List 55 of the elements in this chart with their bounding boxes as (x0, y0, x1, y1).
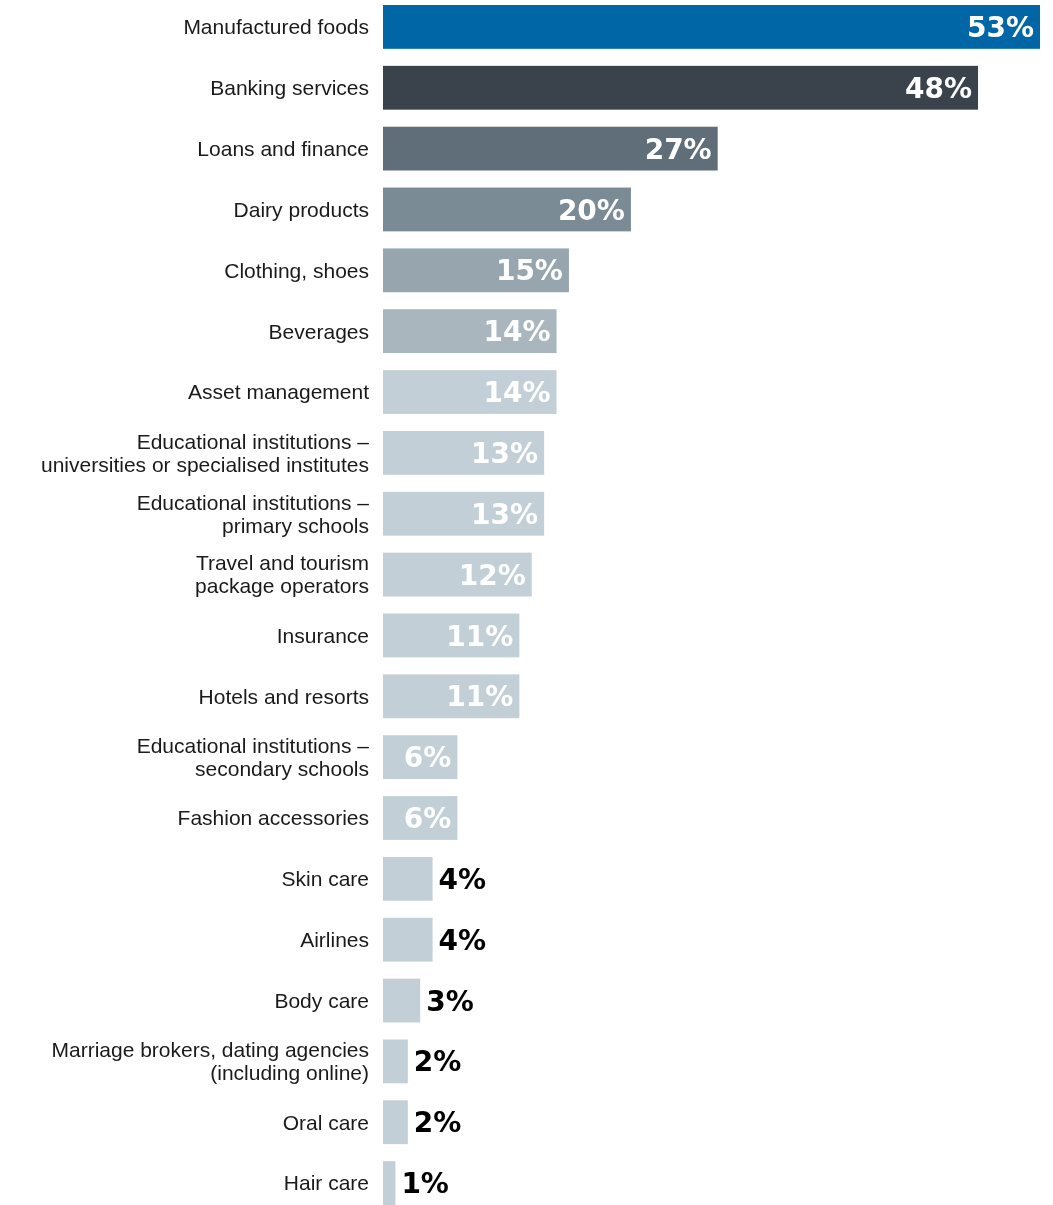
data-label: 48% (904, 71, 973, 105)
data-label: 14% (483, 315, 551, 349)
data-label: 12% (458, 558, 526, 592)
y-tick-label: Clothing, shoes (224, 258, 369, 282)
data-label: 11% (446, 619, 514, 653)
y-tick-label: Marriage brokers, dating agencies (including online) (51, 1038, 369, 1085)
bar (383, 1100, 408, 1145)
y-tick-label: Dairy products (233, 197, 369, 221)
bar (383, 917, 433, 962)
bar (383, 370, 557, 414)
y-tick-label: Hotels and resorts (198, 684, 369, 708)
y-tick-label: Educational institutions – secondary schools (136, 733, 370, 780)
data-label: 14% (483, 376, 551, 410)
y-tick-label: Beverages (268, 319, 369, 343)
data-label: 15% (495, 254, 563, 288)
bar (383, 65, 979, 110)
data-label: 20% (557, 193, 625, 227)
data-label: 27% (644, 132, 712, 166)
y-tick-label: Asset management (188, 380, 370, 404)
data-label: 11% (446, 680, 514, 714)
y-tick-label: Body care (274, 988, 369, 1012)
bar (383, 491, 545, 536)
y-tick-label: Skin care (281, 867, 369, 891)
data-label: 2% (413, 1106, 462, 1140)
bar (383, 1161, 396, 1205)
data-label: 6% (403, 802, 452, 836)
data-label: 13% (471, 436, 539, 470)
bar (383, 248, 569, 293)
bar (383, 1039, 408, 1084)
data-label: 1% (401, 1167, 449, 1201)
data-label: 4% (438, 862, 487, 896)
bar (383, 430, 545, 475)
bar (383, 309, 557, 354)
y-tick-label: Educational institutions – universities or specialised institutes (41, 429, 370, 476)
y-tick-label: Oral care (282, 1110, 369, 1134)
y-tick-label: Fashion accessories (177, 806, 369, 830)
bar (383, 978, 421, 1023)
bar (383, 856, 433, 901)
y-tick-label: Travel and tourism package operators (195, 551, 369, 598)
bar (383, 187, 631, 232)
y-tick-label: Hair care (283, 1171, 369, 1195)
data-label: 4% (438, 923, 487, 957)
y-tick-label: Manufactured foods (183, 15, 369, 39)
data-label: 53% (966, 10, 1034, 44)
data-label: 6% (403, 741, 452, 775)
data-label: 3% (426, 984, 474, 1018)
bar (383, 126, 718, 171)
y-tick-label: Loans and finance (197, 136, 369, 160)
y-tick-label: Banking services (210, 76, 369, 100)
y-tick-label: Airlines (300, 928, 369, 952)
y-tick-label: Educational institutions – primary schools (136, 490, 370, 537)
data-label: 13% (471, 497, 539, 531)
bar (383, 5, 1040, 49)
data-label: 2% (413, 1045, 462, 1079)
y-tick-label: Insurance (276, 623, 369, 647)
